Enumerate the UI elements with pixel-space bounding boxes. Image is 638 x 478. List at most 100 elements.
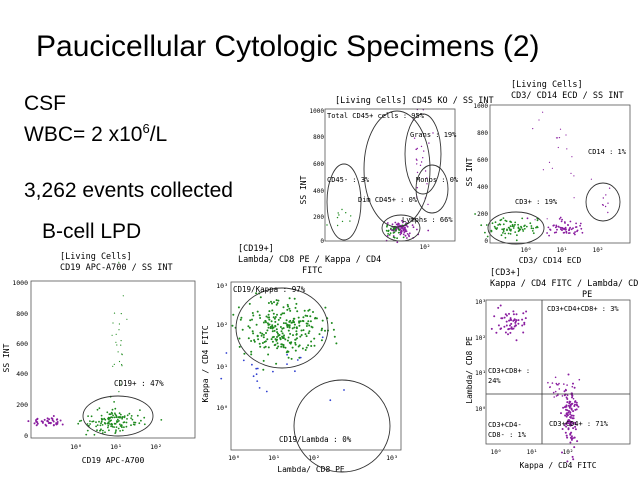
event-dot (559, 216, 562, 219)
event-dot (570, 431, 573, 434)
event-dot (301, 319, 304, 322)
event-dot (261, 332, 264, 335)
event-dot (604, 205, 607, 208)
event-dot (398, 229, 401, 231)
event-dot (576, 404, 579, 407)
event-dot (565, 412, 568, 415)
event-dot (607, 202, 609, 204)
plot2-ytick: 0 (484, 238, 488, 245)
event-dot (112, 414, 114, 417)
event-dot (260, 334, 263, 337)
event-dot (396, 223, 399, 226)
event-dot (508, 327, 511, 330)
event-dot (281, 312, 284, 315)
event-dot (532, 227, 535, 230)
event-dot (253, 339, 256, 342)
event-dot (509, 233, 512, 235)
event-dot (565, 415, 568, 418)
event-dot (113, 312, 116, 314)
plot5-gate-label: CD8- : 1% (488, 431, 527, 439)
event-dot (297, 316, 300, 319)
event-dot (565, 434, 568, 437)
plot1-ytick: 200 (313, 214, 324, 221)
event-dot (287, 350, 290, 353)
event-dot (560, 228, 562, 231)
event-dot (341, 220, 344, 223)
event-dot (123, 426, 125, 429)
event-dot (293, 323, 296, 326)
event-dot (572, 227, 574, 230)
event-dot (286, 308, 289, 311)
event-dot (511, 223, 514, 226)
event-dot (406, 237, 408, 239)
event-dot (567, 373, 570, 376)
event-dot (275, 303, 278, 306)
event-dot (283, 334, 285, 337)
event-dot (118, 329, 120, 331)
plot1-gate-monos (415, 164, 449, 214)
event-dot (290, 357, 293, 360)
plot2-gate-label: CD3+ : 19% (515, 198, 558, 206)
event-dot (504, 232, 506, 235)
plot3-events (27, 261, 163, 436)
event-dot (293, 321, 295, 324)
event-dot (266, 338, 269, 341)
event-dot (419, 164, 422, 166)
event-dot (255, 367, 258, 370)
event-dot (304, 314, 307, 317)
event-dot (402, 233, 405, 236)
event-dot (502, 228, 505, 231)
plot3-title-line: CD19 APC-A700 / SS INT (60, 263, 173, 273)
event-dot (125, 421, 128, 424)
event-dot (119, 430, 121, 432)
event-dot (524, 317, 527, 320)
event-dot (281, 327, 284, 330)
plot3-title: [Living Cells] CD19 APC-A700 / SS INT (60, 252, 173, 274)
event-dot (52, 415, 55, 417)
event-dot (118, 261, 120, 263)
event-dot (259, 296, 262, 299)
event-dot (298, 324, 301, 327)
plot4-ytick: 10³ (216, 282, 228, 290)
event-dot (318, 333, 321, 336)
event-dot (392, 227, 395, 230)
event-dot (296, 359, 299, 361)
event-dot (333, 335, 336, 338)
event-dot (238, 337, 241, 340)
plot5-xtick: 10¹ (527, 449, 538, 456)
event-dot (555, 231, 558, 234)
event-dot (59, 419, 62, 422)
event-dot (572, 414, 575, 417)
event-dot (560, 220, 563, 223)
event-dot (118, 412, 121, 415)
event-dot (499, 304, 502, 307)
event-dot (565, 425, 568, 428)
event-dot (575, 401, 578, 404)
event-dot (272, 370, 274, 373)
event-dot (287, 336, 290, 339)
event-dot (522, 230, 525, 232)
event-dot (40, 420, 43, 423)
event-dot (272, 316, 275, 319)
event-dot (399, 233, 402, 236)
event-dot (128, 412, 131, 415)
event-dot (256, 335, 259, 338)
event-dot (565, 228, 567, 231)
event-dot (501, 228, 504, 231)
event-dot (61, 423, 64, 426)
event-dot (336, 224, 339, 227)
event-dot (548, 234, 550, 237)
event-dot (115, 426, 118, 428)
event-dot (416, 147, 418, 150)
event-dot (269, 327, 272, 330)
event-dot (292, 334, 294, 337)
event-dot (86, 429, 89, 432)
event-dot (138, 422, 141, 425)
event-dot (273, 317, 276, 320)
plot2-xtick: 10¹ (557, 247, 568, 254)
event-dot (574, 231, 576, 233)
plot3-ytick: 600 (16, 340, 28, 348)
event-dot (279, 326, 282, 328)
event-dot (512, 327, 515, 330)
event-dot (399, 231, 402, 234)
